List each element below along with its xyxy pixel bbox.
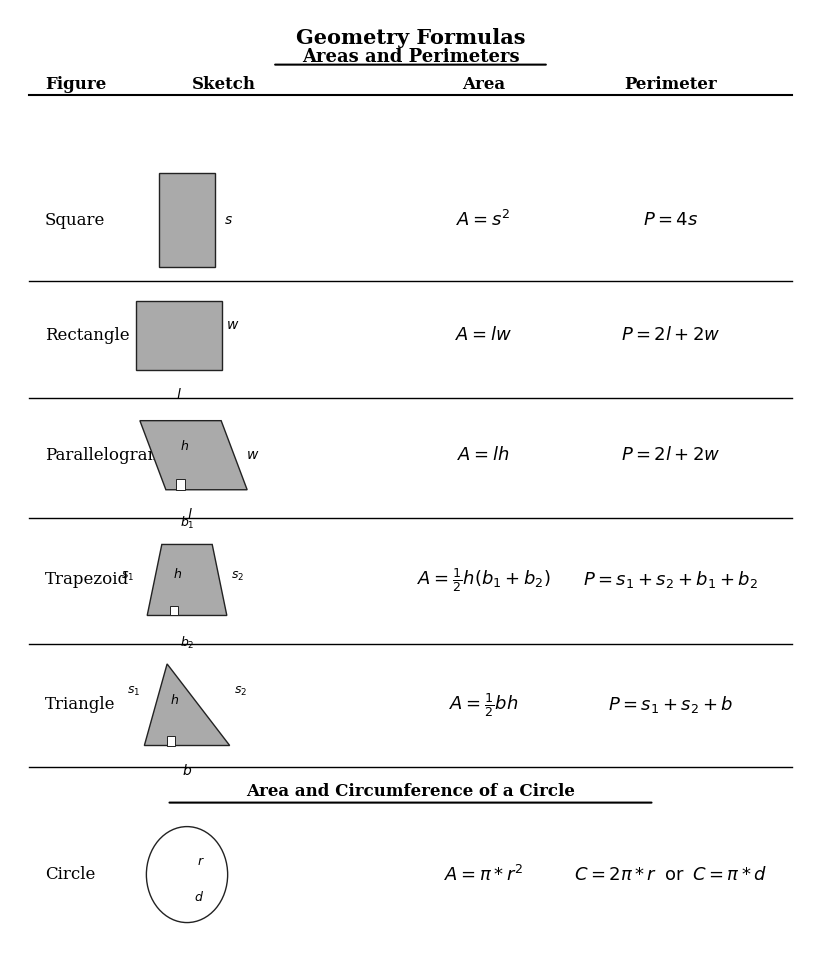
Text: $s_2$: $s_2$ — [231, 569, 244, 583]
Text: Areas and Perimeters: Areas and Perimeters — [301, 48, 520, 66]
Text: $P = s_1 + s_2 + b$: $P = s_1 + s_2 + b$ — [608, 694, 733, 715]
Text: $s_1$: $s_1$ — [121, 569, 134, 583]
Text: Sketch: Sketch — [191, 76, 255, 93]
Text: Area: Area — [462, 76, 505, 93]
Text: $s_2$: $s_2$ — [234, 684, 247, 698]
Text: $C = 2\pi * r \;\; \mathrm{or} \;\; C = \pi * d$: $C = 2\pi * r \;\; \mathrm{or} \;\; C = … — [574, 865, 767, 884]
Text: $s_1$: $s_1$ — [127, 684, 140, 698]
Text: $A = lw$: $A = lw$ — [455, 326, 512, 345]
Text: $s$: $s$ — [224, 213, 233, 227]
Bar — [170, 606, 178, 616]
Text: Triangle: Triangle — [45, 696, 115, 713]
Text: $r$: $r$ — [197, 855, 204, 867]
Text: Perimeter: Perimeter — [624, 76, 717, 93]
Text: $P = s_1 + s_2 + b_1 + b_2$: $P = s_1 + s_2 + b_1 + b_2$ — [583, 569, 758, 590]
Bar — [136, 301, 222, 370]
Text: $w$: $w$ — [227, 318, 240, 332]
Text: $P = 2l + 2w$: $P = 2l + 2w$ — [621, 446, 720, 465]
Text: Geometry Formulas: Geometry Formulas — [296, 28, 525, 47]
Text: $h$: $h$ — [173, 567, 182, 581]
Text: $b$: $b$ — [182, 763, 192, 777]
Text: Parallelogram: Parallelogram — [45, 446, 163, 464]
Text: Figure: Figure — [45, 76, 106, 93]
Text: $P = 4s$: $P = 4s$ — [643, 211, 698, 229]
Polygon shape — [147, 544, 227, 616]
Text: Trapezoid: Trapezoid — [45, 571, 129, 589]
Bar — [159, 173, 214, 267]
Circle shape — [146, 827, 227, 923]
Text: $A = \frac{1}{2}h(b_1 + b_2)$: $A = \frac{1}{2}h(b_1 + b_2)$ — [417, 566, 550, 594]
Text: $A = \frac{1}{2}bh$: $A = \frac{1}{2}bh$ — [449, 691, 518, 718]
Bar — [177, 479, 186, 490]
Text: $h$: $h$ — [180, 439, 189, 453]
Text: $d$: $d$ — [194, 890, 204, 904]
Polygon shape — [144, 664, 230, 745]
Text: $l$: $l$ — [187, 507, 193, 522]
Text: $A = lh$: $A = lh$ — [457, 446, 510, 465]
Bar — [167, 736, 175, 745]
Text: $l$: $l$ — [176, 387, 181, 402]
Text: Area and Circumference of a Circle: Area and Circumference of a Circle — [246, 782, 575, 800]
Text: $b_2$: $b_2$ — [180, 635, 195, 650]
Text: Rectangle: Rectangle — [45, 327, 130, 344]
Text: $w$: $w$ — [245, 448, 259, 462]
Text: $A = \pi * r^{2}$: $A = \pi * r^{2}$ — [444, 864, 523, 885]
Text: $P = 2l + 2w$: $P = 2l + 2w$ — [621, 326, 720, 345]
Text: $h$: $h$ — [170, 693, 180, 707]
Polygon shape — [140, 421, 247, 490]
Text: $b_1$: $b_1$ — [180, 515, 195, 531]
Text: Square: Square — [45, 212, 105, 228]
Text: Circle: Circle — [45, 866, 95, 883]
Text: $A = s^{2}$: $A = s^{2}$ — [456, 210, 511, 230]
